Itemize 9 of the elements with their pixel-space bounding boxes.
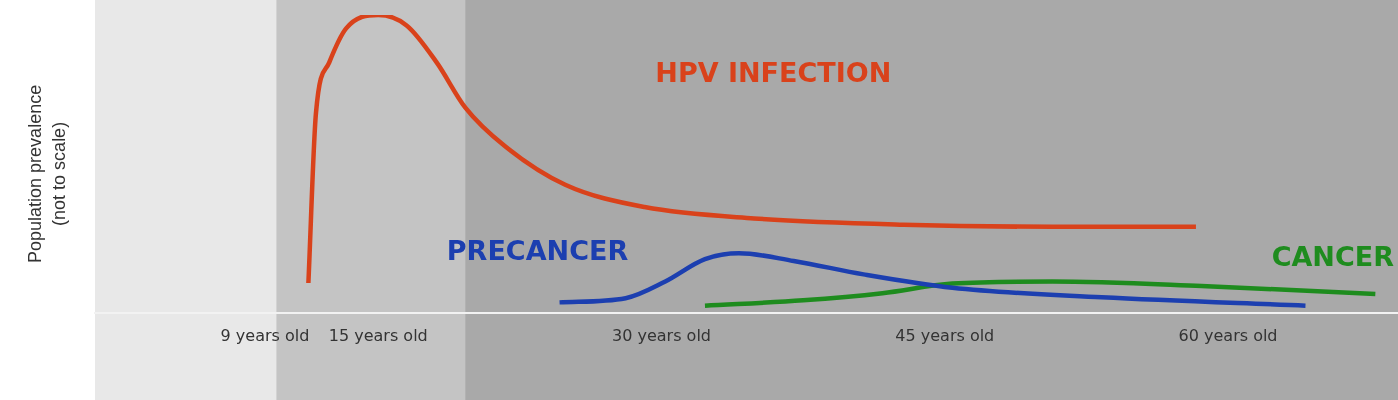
x-tick-label: 45 years old <box>895 325 995 345</box>
series-label: CANCER <box>1271 241 1395 273</box>
y-axis-title: Population prevalence (not to scale) <box>24 84 69 263</box>
text: HPV INFECTION <box>655 56 892 88</box>
x-tick-label: 9 years old <box>220 325 310 345</box>
x-tick-label: 15 years old <box>328 325 428 345</box>
x-tick-label: 30 years old <box>612 325 711 345</box>
x-tick-label: 60 years old <box>1178 325 1278 345</box>
series-label: PRECANCER <box>446 235 629 267</box>
